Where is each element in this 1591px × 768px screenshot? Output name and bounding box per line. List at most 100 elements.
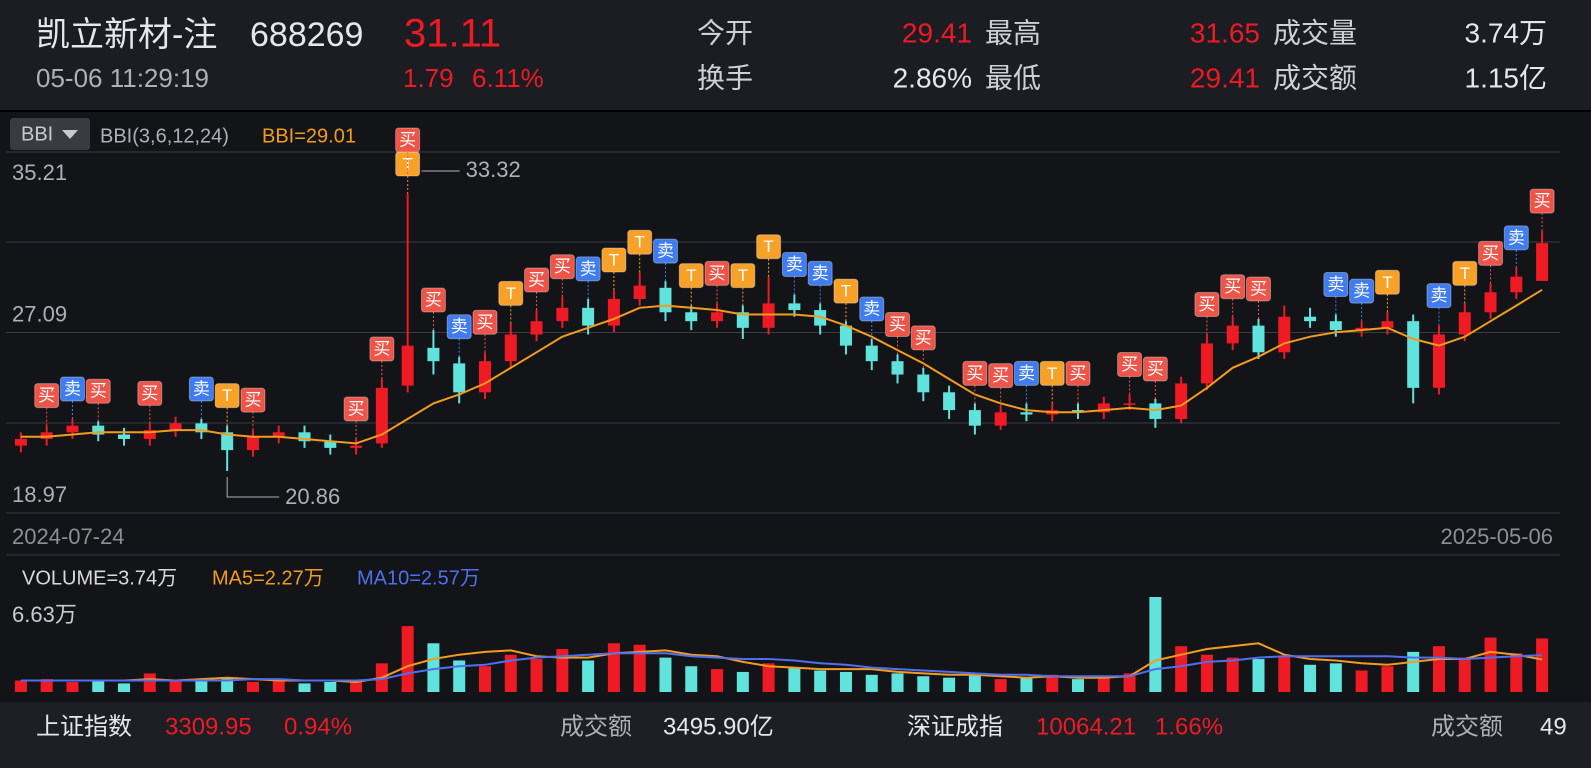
marker-badge xyxy=(343,396,369,422)
candle-body xyxy=(453,363,466,393)
stock-name: 凯立新材-注 xyxy=(36,16,217,54)
candle-body xyxy=(917,374,930,393)
volume-bar xyxy=(92,680,105,692)
candle-body xyxy=(92,425,105,435)
candle-body xyxy=(246,436,259,451)
marker-badge xyxy=(885,312,911,338)
y-tick-label: 6.63万 xyxy=(12,602,77,627)
marker-label: T xyxy=(634,233,644,252)
indicator-button[interactable] xyxy=(10,118,90,150)
candle-body xyxy=(865,345,878,362)
marker-badge xyxy=(575,256,601,282)
candle-body xyxy=(66,425,79,433)
marker-badge xyxy=(627,229,653,255)
candle-body xyxy=(762,303,775,328)
marker-label: 买 xyxy=(1147,359,1164,378)
footer-text: 0.94% xyxy=(284,713,352,740)
marker-badge xyxy=(1142,356,1168,382)
volume-bar xyxy=(272,680,285,692)
footer-text: 上证指数 xyxy=(36,713,132,740)
marker-badge xyxy=(472,309,498,335)
marker-badge xyxy=(1426,283,1452,309)
volume-bar xyxy=(607,643,620,692)
volume-bar xyxy=(246,681,259,692)
y-tick-label: 35.21 xyxy=(12,160,67,185)
marker-badge xyxy=(137,380,163,406)
footer-text: 成交额 xyxy=(560,713,632,740)
marker-badge xyxy=(1013,360,1039,386)
candle-body xyxy=(350,445,363,448)
marker-label: T xyxy=(738,266,748,285)
marker-badge xyxy=(188,376,214,402)
legend-entry: MA5=2.27万 xyxy=(212,567,324,589)
footer-text: 3495.90亿 xyxy=(663,713,774,740)
marker-label: 卖 xyxy=(580,259,597,278)
marker-label: T xyxy=(1047,364,1057,383)
marker-badge xyxy=(1452,260,1478,286)
volume-bar xyxy=(1458,657,1471,692)
volume-bar xyxy=(324,681,337,692)
marker-label: T xyxy=(506,284,516,303)
max-label: 33.32 xyxy=(466,157,521,182)
candle-body xyxy=(40,432,53,439)
candle-body xyxy=(582,307,595,326)
marker-badge xyxy=(756,234,782,260)
volume-bar xyxy=(1304,664,1317,692)
marker-label: 买 xyxy=(425,291,442,310)
chart-bg xyxy=(0,112,1591,702)
candle-body xyxy=(195,423,208,433)
candle-body xyxy=(478,361,491,393)
volume-ma-line xyxy=(20,652,1543,682)
marker-badge xyxy=(34,383,60,409)
volume-bar xyxy=(582,660,595,692)
marker-label: T xyxy=(609,251,619,270)
marker-label: T xyxy=(841,282,851,301)
volume-bar xyxy=(401,626,414,692)
marker-badge xyxy=(678,263,704,289)
volume-bar xyxy=(1536,638,1549,692)
volume-bar xyxy=(1123,673,1136,692)
footer-bg xyxy=(0,702,1591,768)
footer-text: 3309.95 xyxy=(165,713,252,740)
volume-bar xyxy=(968,674,981,692)
bbi-line xyxy=(20,288,1543,445)
marker-label: 买 xyxy=(244,391,261,410)
candle-body xyxy=(1175,383,1188,419)
candle-body xyxy=(1484,292,1497,313)
volume-bar xyxy=(994,679,1007,692)
dropdown-arrow[interactable] xyxy=(62,130,78,139)
volume-bar xyxy=(195,679,208,692)
volume-bar xyxy=(504,654,517,692)
volume-bar xyxy=(40,679,53,692)
candle-body xyxy=(1226,325,1239,344)
candle-body xyxy=(968,410,981,426)
candle-body xyxy=(685,312,698,322)
volume-bar xyxy=(14,680,27,692)
marker-badge xyxy=(988,363,1014,389)
marker-label: 买 xyxy=(992,366,1009,385)
marker-label: T xyxy=(1382,273,1392,292)
marker-label: 卖 xyxy=(1327,275,1344,294)
indicator-button-label[interactable]: BBI xyxy=(21,123,53,145)
change: 1.79 xyxy=(403,63,454,93)
volume-bar xyxy=(453,660,466,692)
marker-label: 买 xyxy=(38,386,55,405)
marker-badge xyxy=(498,280,524,306)
price: 31.11 xyxy=(404,12,501,56)
candle-body xyxy=(1252,325,1265,353)
candle-body xyxy=(375,387,388,444)
marker-badge xyxy=(704,260,730,286)
candle-body xyxy=(943,392,956,411)
volume-bar xyxy=(659,657,672,692)
candle-body xyxy=(143,430,156,439)
volume-bar xyxy=(762,663,775,692)
marker-badge xyxy=(214,383,240,409)
marker-badge xyxy=(833,278,859,304)
marker-label: 买 xyxy=(348,399,365,418)
candle-body xyxy=(298,432,311,442)
volume-bar xyxy=(865,674,878,692)
footer-text: 1.66% xyxy=(1155,713,1223,740)
volume-bar xyxy=(1381,666,1394,692)
volume-bar xyxy=(1252,659,1265,692)
